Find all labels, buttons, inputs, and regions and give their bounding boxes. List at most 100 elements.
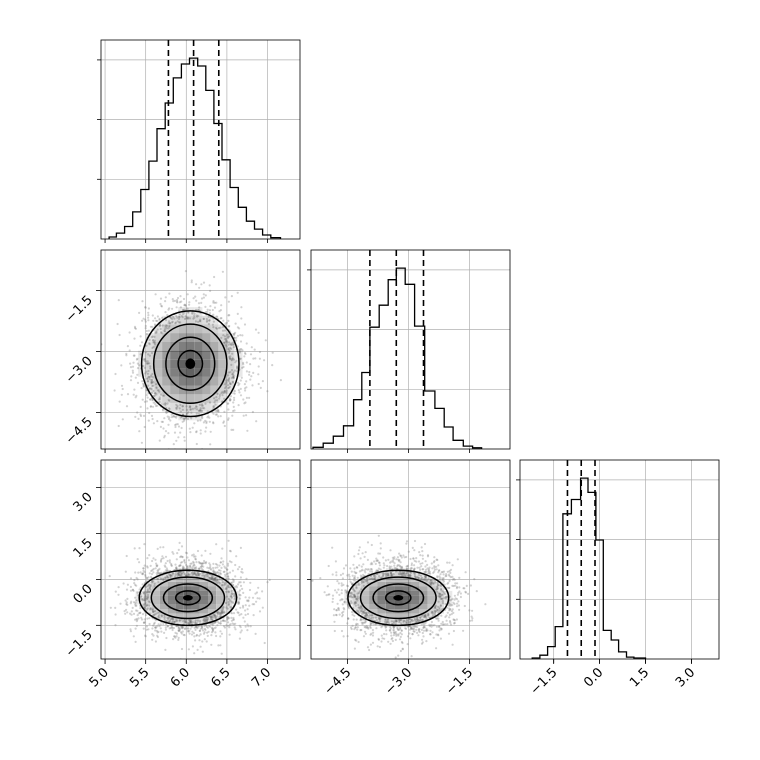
scatter-point [234,361,237,364]
scatter-point [411,633,414,636]
density-cell [194,341,203,351]
scatter-point [412,630,415,633]
scatter-point [114,624,117,627]
scatter-point [249,363,252,366]
scatter-point [183,436,186,439]
scatter-point [140,341,144,344]
scatter-point [186,408,189,411]
scatter-point [401,647,404,650]
scatter-point [375,557,378,560]
scatter-point [436,608,439,612]
scatter-point [184,304,187,307]
scatter-point [196,549,200,553]
scatter-point [171,574,174,577]
density-cell [419,586,428,591]
scatter-point [242,414,245,417]
scatter-point [403,572,406,575]
scatter-point [187,573,190,576]
scatter-point [193,316,196,319]
scatter-point [206,319,209,322]
scatter-point [145,344,148,347]
scatter-point [160,305,163,308]
scatter-point [140,616,143,619]
scatter-point [241,587,244,591]
scatter-point [439,604,442,607]
scatter-point [130,613,133,616]
scatter-point [361,610,364,613]
scatter-point [196,572,200,575]
scatter-point [191,554,194,557]
scatter-point [135,599,138,602]
scatter-point [397,633,400,636]
scatter-point [387,558,390,561]
scatter-point [379,542,382,545]
scatter-point [399,561,402,564]
scatter-point [205,618,208,621]
scatter-point [224,575,227,578]
density-cell [210,315,219,325]
scatter-point [245,599,249,602]
scatter-point [158,439,161,442]
scatter-point [383,624,387,628]
scatter-point [153,394,156,397]
scatter-point [163,564,166,567]
scatter-point [134,396,137,399]
scatter-point [398,559,401,562]
scatter-point [341,572,345,575]
scatter-point [211,630,215,633]
scatter-point [200,297,204,300]
scatter-point [138,311,141,314]
scatter-point [191,630,194,633]
scatter-point [223,341,226,344]
scatter-point [424,577,427,580]
scatter-point [189,619,192,623]
scatter-point [365,576,368,580]
scatter-point [210,618,213,621]
scatter-point [175,567,178,570]
scatter-point [453,598,456,601]
scatter-point [147,307,150,310]
scatter-point [149,575,153,579]
scatter-point [140,618,144,621]
scatter-point [229,346,232,349]
scatter-point [146,396,149,399]
scatter-point [194,619,197,622]
scatter-point [147,419,150,422]
scatter-point [399,573,402,576]
scatter-point [217,415,220,418]
scatter-point [172,617,175,620]
scatter-point [448,561,451,564]
scatter-point [413,630,416,633]
scatter-point [358,611,361,615]
scatter-point [230,619,233,622]
density-cell [191,572,200,578]
scatter-point [226,584,230,587]
scatter-point [375,559,378,563]
scatter-point [432,636,435,639]
scatter-point [154,293,157,296]
scatter-point [152,557,155,560]
scatter-point [171,628,174,632]
scatter-point [239,606,242,609]
scatter-point [223,583,226,586]
scatter-point [186,566,189,569]
scatter-point [439,637,442,640]
density-cell [435,586,444,591]
scatter-point [128,331,131,334]
scatter-point [183,308,186,311]
scatter-point [155,319,158,322]
scatter-point [252,614,255,617]
scatter-point [221,584,224,587]
scatter-point [449,623,453,626]
scatter-point [369,622,372,625]
scatter-point [150,381,153,384]
hist-panel-2 [516,460,719,663]
scatter-point [355,566,358,569]
density-cell [385,577,395,582]
scatter-point [195,633,199,637]
scatter-point [192,632,195,635]
scatter-point [188,621,191,624]
scatter-point [192,565,195,568]
density-cell [154,376,163,386]
scatter-point [362,580,365,583]
